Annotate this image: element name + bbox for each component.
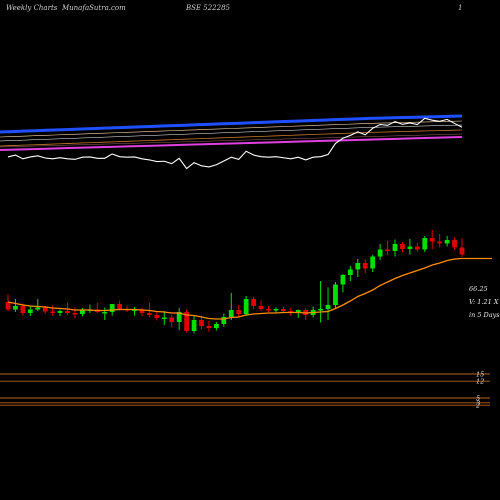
light-band-line-2	[0, 124, 463, 142]
candle-body	[347, 269, 353, 275]
candle-body	[273, 309, 279, 311]
magenta-average-line	[0, 136, 463, 151]
candle-body	[191, 320, 197, 331]
candle-body	[20, 306, 26, 313]
candle-body	[13, 306, 18, 310]
candle-body	[318, 309, 323, 311]
candle-body	[117, 304, 123, 309]
candle-body	[80, 310, 85, 314]
candle-body	[154, 315, 160, 318]
candle-body	[109, 304, 115, 312]
candle-body	[5, 302, 11, 310]
candle-body	[176, 312, 182, 322]
ema-line	[7, 257, 463, 320]
candle-body	[221, 317, 227, 324]
candle-series	[5, 230, 492, 334]
candle-body	[65, 311, 70, 313]
candle-body	[213, 324, 219, 328]
header-left: Weekly Charts	[6, 4, 58, 12]
price-line-upper-panel	[7, 117, 463, 170]
blue-average-line	[0, 114, 463, 134]
level-label: 12	[476, 378, 484, 386]
last-price-label: 66.25	[469, 285, 488, 293]
candle-body	[400, 244, 405, 249]
brown-band-line	[0, 133, 463, 148]
candle-body	[295, 310, 301, 313]
candle-body	[385, 249, 390, 251]
candle-body	[243, 299, 249, 314]
candle-body	[407, 246, 413, 249]
indicator-panel	[0, 114, 463, 170]
candle-body	[370, 256, 376, 269]
candle-body	[422, 238, 428, 250]
candle-body	[35, 307, 41, 310]
candle-body	[414, 246, 420, 250]
candle-body	[42, 307, 48, 312]
candle-body	[444, 240, 450, 244]
level-label: 3	[476, 399, 480, 407]
candle-body	[169, 317, 175, 322]
candle-body	[72, 313, 78, 315]
candle-body	[362, 263, 368, 269]
header-right: 1	[458, 4, 462, 12]
candle-body	[206, 326, 212, 328]
candle-body	[452, 240, 457, 248]
candle-body	[251, 299, 257, 306]
candle-body	[377, 249, 383, 257]
candle-body	[437, 241, 443, 244]
candle-body	[57, 311, 63, 313]
level-label: 5	[476, 395, 480, 403]
candle-body	[228, 310, 234, 317]
level-label: 15	[476, 371, 484, 379]
candle-body	[266, 309, 271, 311]
candle-body	[280, 309, 286, 311]
candle-body	[27, 309, 33, 313]
candle-body	[236, 310, 242, 314]
candle-body	[429, 238, 435, 242]
candle-body	[184, 312, 190, 331]
candle-body	[132, 309, 137, 311]
candle-body	[333, 284, 338, 305]
level-label: 2	[475, 402, 480, 410]
candle-body	[102, 312, 108, 314]
header-site: MunafaSutra.com	[61, 4, 126, 12]
candle-body	[147, 313, 152, 315]
candle-body	[258, 306, 264, 309]
candle-body	[161, 317, 167, 319]
candle-body	[392, 244, 398, 251]
candle-body	[340, 275, 346, 285]
light-band-line-1	[0, 120, 463, 138]
period-note: in 5 Days	[469, 311, 500, 319]
header-symbol: BSE 522285	[185, 4, 231, 12]
candle-body	[139, 309, 145, 313]
candle-body	[50, 311, 56, 313]
orange-band-line	[0, 129, 463, 147]
candle-body	[459, 247, 465, 255]
volume-note: V: 1.21 X	[469, 298, 499, 306]
candle-body	[325, 305, 331, 309]
candle-body	[355, 263, 361, 270]
candle-body	[199, 320, 204, 326]
